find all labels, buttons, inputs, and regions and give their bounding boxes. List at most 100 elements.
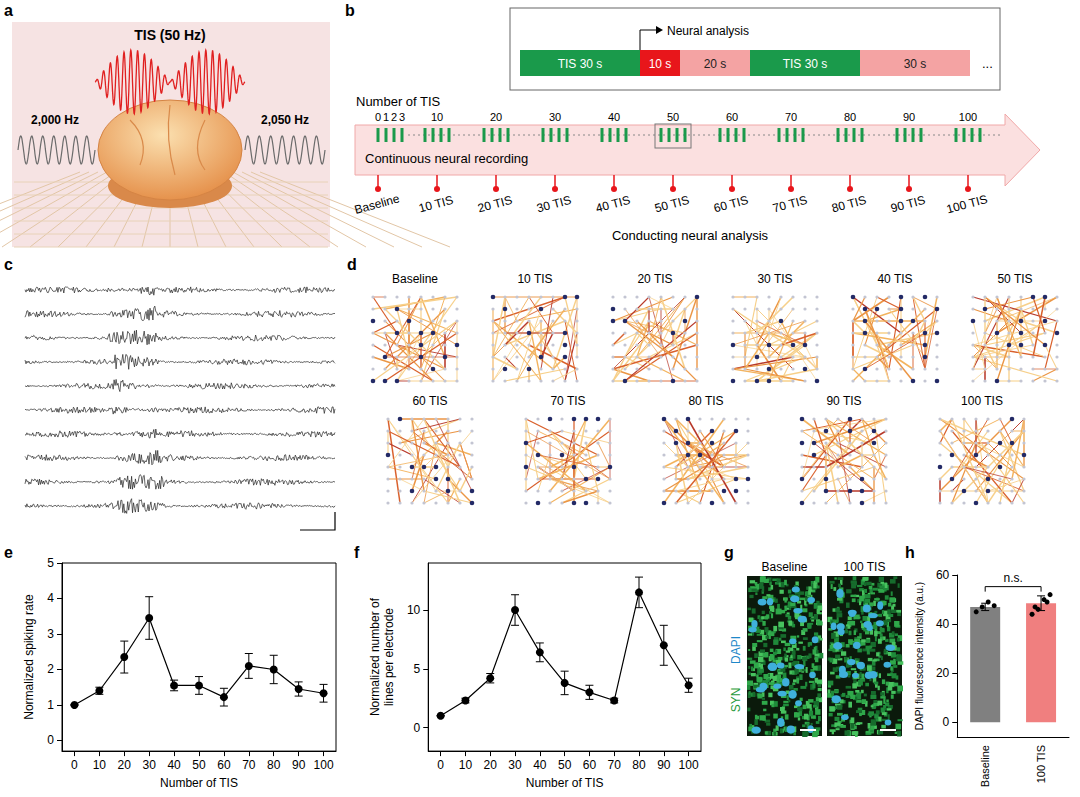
svg-text:10 TIS: 10 TIS bbox=[417, 193, 455, 216]
svg-text:100: 100 bbox=[314, 758, 334, 772]
svg-text:40: 40 bbox=[608, 111, 620, 123]
svg-text:50 TIS: 50 TIS bbox=[653, 193, 691, 216]
svg-text:Normalized spiking rate: Normalized spiking rate bbox=[22, 594, 36, 720]
svg-text:80: 80 bbox=[632, 758, 646, 772]
svg-text:20: 20 bbox=[484, 758, 498, 772]
svg-text:0: 0 bbox=[375, 111, 381, 123]
svg-text:100: 100 bbox=[679, 758, 699, 772]
svg-text:Baseline: Baseline bbox=[392, 272, 438, 286]
svg-text:1: 1 bbox=[383, 111, 389, 123]
svg-text:20: 20 bbox=[118, 758, 132, 772]
svg-text:20 TIS: 20 TIS bbox=[637, 272, 672, 286]
svg-text:lines per electrode: lines per electrode bbox=[382, 608, 396, 706]
svg-text:70: 70 bbox=[785, 111, 797, 123]
svg-text:30 TIS: 30 TIS bbox=[535, 193, 573, 216]
svg-text:Conducting neural analysis: Conducting neural analysis bbox=[612, 228, 769, 243]
svg-text:30: 30 bbox=[508, 758, 522, 772]
svg-text:e: e bbox=[4, 544, 13, 561]
svg-text:c: c bbox=[4, 256, 13, 273]
svg-text:DAPI fluorescence intensity (a: DAPI fluorescence intensity (a.u.) bbox=[914, 582, 925, 730]
svg-text:Number of TIS: Number of TIS bbox=[356, 94, 441, 109]
svg-text:DAPI: DAPI bbox=[729, 636, 743, 664]
svg-text:80: 80 bbox=[844, 111, 856, 123]
svg-text:60: 60 bbox=[583, 758, 597, 772]
svg-text:50: 50 bbox=[558, 758, 572, 772]
svg-text:70 TIS: 70 TIS bbox=[550, 394, 585, 408]
svg-text:50 TIS: 50 TIS bbox=[997, 272, 1032, 286]
svg-text:80 TIS: 80 TIS bbox=[688, 394, 723, 408]
svg-text:10 TIS: 10 TIS bbox=[517, 272, 552, 286]
svg-text:90 TIS: 90 TIS bbox=[826, 394, 861, 408]
svg-text:1: 1 bbox=[47, 698, 54, 712]
svg-text:0: 0 bbox=[47, 733, 54, 747]
svg-text:Baseline: Baseline bbox=[353, 191, 401, 217]
svg-text:TIS (50 Hz): TIS (50 Hz) bbox=[134, 27, 206, 43]
svg-text:5: 5 bbox=[47, 556, 54, 570]
svg-text:60 TIS: 60 TIS bbox=[412, 394, 447, 408]
svg-text:90: 90 bbox=[292, 758, 306, 772]
svg-text:0: 0 bbox=[437, 758, 444, 772]
svg-text:40: 40 bbox=[533, 758, 547, 772]
svg-text:Neural analysis: Neural analysis bbox=[667, 24, 749, 38]
svg-text:n.s.: n.s. bbox=[1003, 571, 1022, 585]
svg-text:90: 90 bbox=[657, 758, 671, 772]
svg-text:2,050 Hz: 2,050 Hz bbox=[261, 113, 309, 127]
svg-text:60: 60 bbox=[217, 758, 231, 772]
svg-text:Normalized number of: Normalized number of bbox=[368, 597, 382, 716]
svg-text:70: 70 bbox=[608, 758, 622, 772]
svg-text:50: 50 bbox=[192, 758, 206, 772]
svg-text:100 TIS: 100 TIS bbox=[945, 192, 989, 216]
svg-text:10 s: 10 s bbox=[649, 57, 672, 71]
svg-text:2,000 Hz: 2,000 Hz bbox=[31, 113, 79, 127]
svg-text:...: ... bbox=[982, 56, 993, 71]
svg-text:d: d bbox=[347, 256, 357, 273]
svg-text:SYN: SYN bbox=[729, 688, 743, 713]
svg-text:100: 100 bbox=[959, 111, 977, 123]
svg-text:10: 10 bbox=[93, 758, 107, 772]
svg-text:10: 10 bbox=[407, 603, 421, 617]
svg-text:60: 60 bbox=[726, 111, 738, 123]
svg-text:70: 70 bbox=[242, 758, 256, 772]
svg-text:3: 3 bbox=[399, 111, 405, 123]
svg-text:TIS 30 s: TIS 30 s bbox=[558, 57, 603, 71]
svg-text:90: 90 bbox=[903, 111, 915, 123]
svg-text:80 TIS: 80 TIS bbox=[830, 193, 868, 216]
svg-text:10: 10 bbox=[459, 758, 473, 772]
svg-text:50: 50 bbox=[667, 111, 679, 123]
svg-text:Baseline: Baseline bbox=[979, 745, 991, 787]
svg-text:Baseline: Baseline bbox=[761, 560, 807, 574]
svg-text:0: 0 bbox=[414, 721, 421, 735]
svg-text:2: 2 bbox=[391, 111, 397, 123]
svg-text:20: 20 bbox=[936, 666, 950, 680]
svg-text:30 TIS: 30 TIS bbox=[757, 272, 792, 286]
svg-text:20: 20 bbox=[490, 111, 502, 123]
svg-text:40 TIS: 40 TIS bbox=[594, 193, 632, 216]
svg-text:30 s: 30 s bbox=[904, 57, 927, 71]
svg-text:TIS 30 s: TIS 30 s bbox=[783, 57, 828, 71]
svg-text:Continuous neural recording: Continuous neural recording bbox=[365, 151, 528, 166]
svg-text:60: 60 bbox=[936, 568, 950, 582]
svg-text:20 TIS: 20 TIS bbox=[476, 193, 514, 216]
svg-text:Number of TIS: Number of TIS bbox=[160, 776, 238, 790]
svg-text:2: 2 bbox=[47, 662, 54, 676]
svg-text:g: g bbox=[724, 544, 734, 561]
svg-text:4: 4 bbox=[47, 591, 54, 605]
svg-text:30: 30 bbox=[143, 758, 157, 772]
svg-text:20 s: 20 s bbox=[704, 57, 727, 71]
svg-text:a: a bbox=[4, 2, 13, 19]
svg-text:100 TIS: 100 TIS bbox=[844, 560, 886, 574]
svg-text:80: 80 bbox=[267, 758, 281, 772]
svg-text:100 TIS: 100 TIS bbox=[961, 394, 1003, 408]
svg-text:30: 30 bbox=[549, 111, 561, 123]
svg-text:0: 0 bbox=[943, 715, 950, 729]
svg-text:Number of TIS: Number of TIS bbox=[526, 776, 604, 790]
svg-text:5: 5 bbox=[414, 662, 421, 676]
svg-text:b: b bbox=[345, 2, 355, 19]
svg-text:40 TIS: 40 TIS bbox=[877, 272, 912, 286]
svg-text:3: 3 bbox=[47, 627, 54, 641]
svg-text:40: 40 bbox=[936, 617, 950, 631]
svg-text:60 TIS: 60 TIS bbox=[712, 193, 750, 216]
svg-text:0: 0 bbox=[71, 758, 78, 772]
svg-text:40: 40 bbox=[167, 758, 181, 772]
svg-text:90 TIS: 90 TIS bbox=[889, 193, 927, 216]
